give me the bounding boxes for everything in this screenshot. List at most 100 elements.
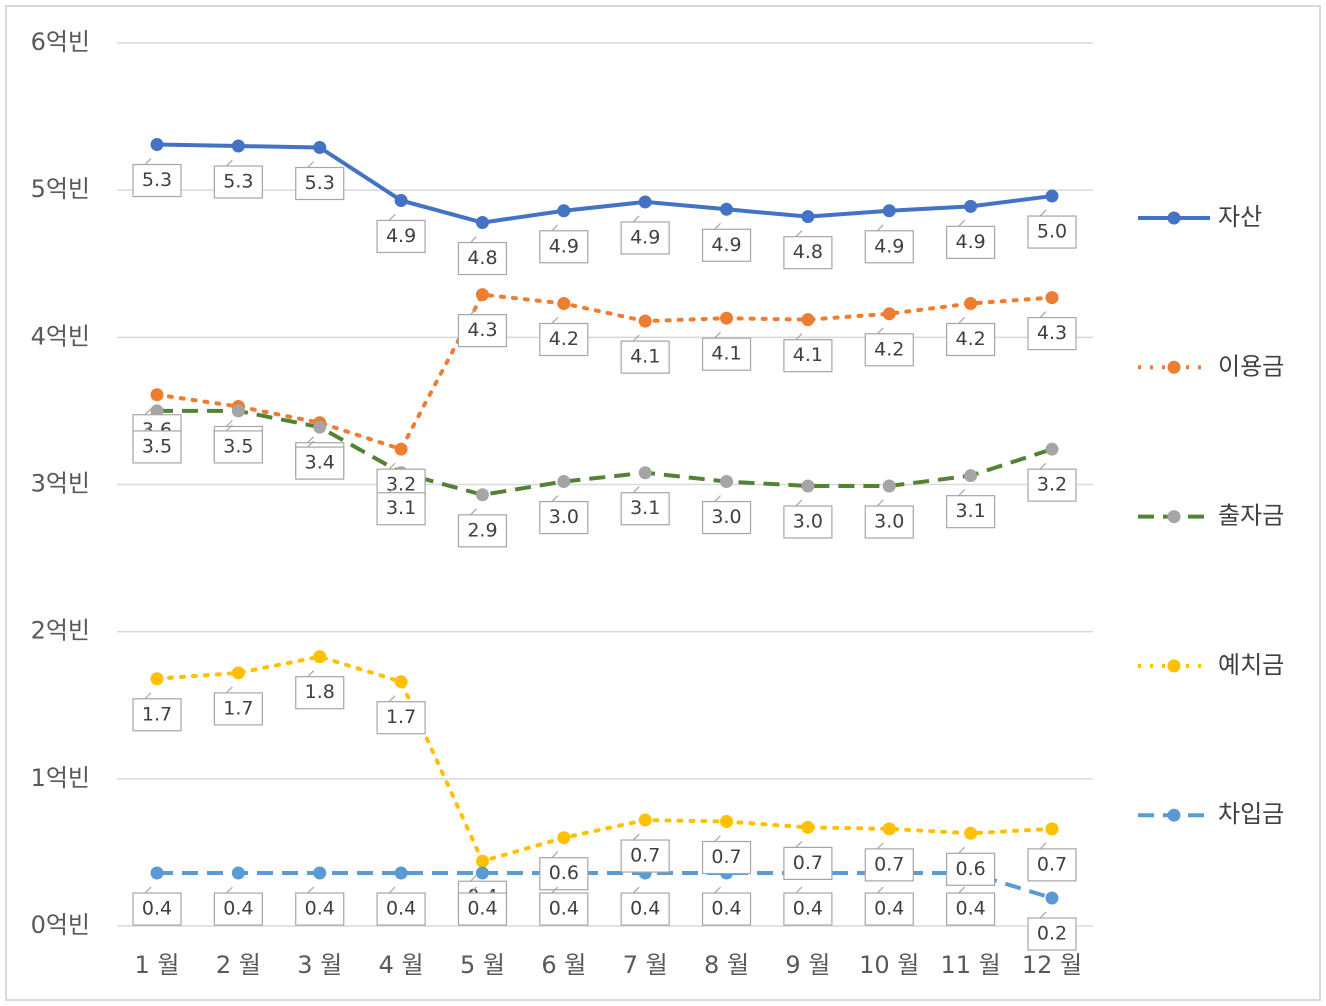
data-label: 0.4 <box>142 898 172 920</box>
label-box <box>539 892 589 926</box>
data-point <box>231 139 245 153</box>
data-label: 4.8 <box>793 241 823 263</box>
data-point <box>475 854 489 868</box>
data-point <box>475 488 489 502</box>
data-point <box>801 820 815 834</box>
data-label: 0.4 <box>467 898 497 920</box>
data-label: 4.2 <box>956 328 986 350</box>
data-label: 0.2 <box>1037 923 1067 945</box>
legend-marker <box>1167 659 1181 673</box>
data-point <box>638 813 652 827</box>
series-line <box>157 408 1053 497</box>
label-box <box>1027 215 1077 249</box>
y-tick-label: 4억빈 <box>31 322 90 350</box>
label-box <box>376 492 426 526</box>
data-label: 1.8 <box>305 681 335 703</box>
data-point <box>882 479 896 493</box>
data-label: 5.3 <box>223 171 253 193</box>
label-box <box>783 892 833 926</box>
data-point <box>964 469 978 483</box>
x-tick-label: 12 월 <box>1022 951 1082 979</box>
label-box <box>783 846 833 880</box>
data-label: 4.2 <box>549 328 579 350</box>
data-point <box>150 672 164 686</box>
x-tick-label: 11 월 <box>941 951 1001 979</box>
x-tick-label: 8 월 <box>704 951 749 979</box>
label-box <box>295 892 345 926</box>
label-box <box>701 228 752 262</box>
data-point <box>882 204 896 218</box>
label-box <box>132 892 182 926</box>
y-tick-label: 1억빈 <box>31 764 90 792</box>
data-label: 0.7 <box>1037 853 1067 875</box>
data-label: 0.4 <box>223 898 253 920</box>
label-box <box>783 505 833 539</box>
y-tick-label: 3억빈 <box>31 470 90 498</box>
data-point <box>313 650 327 664</box>
label-box <box>864 848 914 882</box>
data-point <box>394 442 408 456</box>
data-point <box>1045 891 1059 905</box>
data-label: 4.3 <box>1037 322 1067 344</box>
data-label: 3.2 <box>1037 474 1067 496</box>
label-box <box>213 165 263 199</box>
data-labels: 5.3 5.3 5.34.94.84.9 4.9 4.9 4.8 4.9 4.9 5.03.63… <box>132 158 1077 951</box>
data-label: 1.7 <box>142 703 172 725</box>
data-point <box>313 866 327 880</box>
label-box <box>783 339 833 373</box>
label-box <box>620 221 670 255</box>
data-point <box>150 138 164 152</box>
data-label: 3.0 <box>793 510 823 532</box>
data-point <box>557 475 571 489</box>
series-line <box>156 142 1053 225</box>
data-point <box>882 307 896 321</box>
x-tick-label: 10 월 <box>859 951 919 979</box>
data-point <box>720 815 734 829</box>
label-box <box>376 219 426 254</box>
data-point <box>394 675 408 689</box>
data-label: 3.5 <box>223 435 253 457</box>
data-label: 1.7 <box>223 697 253 719</box>
label-box <box>539 500 589 535</box>
label-box <box>701 892 752 926</box>
label-box <box>539 857 589 891</box>
data-label: 4.9 <box>386 225 416 247</box>
data-label: 1.7 <box>386 706 416 728</box>
data-label: 4.8 <box>467 247 497 269</box>
label-box <box>946 892 996 926</box>
data-point <box>1045 189 1059 203</box>
x-tick-label: 6 월 <box>541 951 586 979</box>
label-box <box>620 492 670 526</box>
data-point <box>475 288 489 302</box>
data-point <box>557 204 571 218</box>
data-label: 4.1 <box>711 343 741 365</box>
data-label: 3.0 <box>549 506 579 528</box>
data-point <box>1045 442 1059 456</box>
x-tick-label: 5 월 <box>460 951 505 979</box>
data-point <box>882 822 896 836</box>
label-box <box>376 701 426 735</box>
data-label: 0.6 <box>956 858 986 880</box>
data-label: 0.4 <box>305 898 335 920</box>
label-box <box>701 500 752 535</box>
legend-marker <box>1167 211 1181 225</box>
data-point <box>801 313 815 327</box>
x-tick-label: 7 월 <box>623 951 668 979</box>
data-point <box>720 202 734 216</box>
label-box <box>457 514 508 548</box>
data-point <box>231 866 245 880</box>
data-point <box>394 193 408 207</box>
data-point <box>964 826 978 840</box>
data-label: 0.7 <box>793 852 823 874</box>
data-label: 5.3 <box>305 172 335 194</box>
data-label: 4.9 <box>549 235 579 257</box>
data-point <box>720 311 734 325</box>
x-tick-label: 2 월 <box>216 951 261 979</box>
data-point <box>557 831 571 845</box>
label-box <box>620 892 670 926</box>
label-box <box>1027 848 1077 882</box>
legend-label: 이용금 <box>1218 352 1284 380</box>
data-label: 2.9 <box>467 519 497 541</box>
data-point <box>801 479 815 493</box>
label-box <box>1027 917 1077 951</box>
